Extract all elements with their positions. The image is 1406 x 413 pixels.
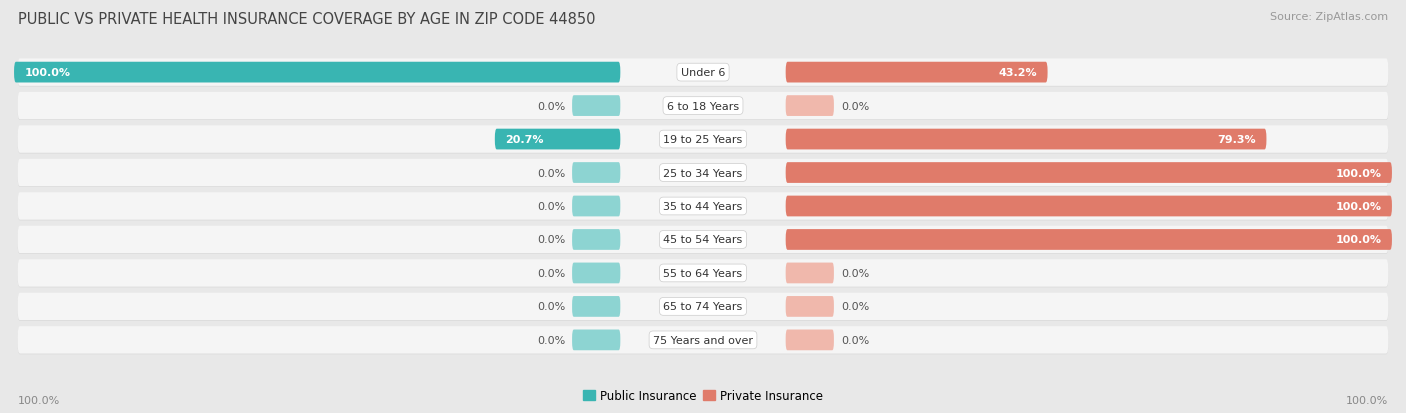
FancyBboxPatch shape	[786, 263, 834, 284]
FancyBboxPatch shape	[17, 59, 1389, 87]
FancyBboxPatch shape	[17, 293, 1389, 320]
Text: 0.0%: 0.0%	[537, 168, 565, 178]
Text: 79.3%: 79.3%	[1218, 135, 1256, 145]
FancyBboxPatch shape	[17, 159, 1389, 187]
Text: 100.0%: 100.0%	[1346, 395, 1388, 405]
FancyBboxPatch shape	[17, 127, 1389, 154]
FancyBboxPatch shape	[786, 196, 1392, 217]
FancyBboxPatch shape	[572, 163, 620, 183]
Text: 65 to 74 Years: 65 to 74 Years	[664, 301, 742, 312]
Text: 100.0%: 100.0%	[1336, 168, 1382, 178]
FancyBboxPatch shape	[572, 330, 620, 350]
FancyBboxPatch shape	[572, 230, 620, 250]
FancyBboxPatch shape	[786, 129, 1267, 150]
FancyBboxPatch shape	[495, 129, 620, 150]
Text: 20.7%: 20.7%	[505, 135, 544, 145]
Text: 0.0%: 0.0%	[537, 235, 565, 245]
FancyBboxPatch shape	[17, 93, 1389, 121]
FancyBboxPatch shape	[786, 96, 834, 117]
FancyBboxPatch shape	[17, 327, 1389, 354]
Legend: Public Insurance, Private Insurance: Public Insurance, Private Insurance	[578, 385, 828, 407]
Text: 0.0%: 0.0%	[537, 268, 565, 278]
Text: 0.0%: 0.0%	[841, 268, 869, 278]
FancyBboxPatch shape	[17, 93, 1389, 120]
FancyBboxPatch shape	[17, 227, 1389, 254]
Text: 45 to 54 Years: 45 to 54 Years	[664, 235, 742, 245]
FancyBboxPatch shape	[17, 326, 1389, 354]
Text: 100.0%: 100.0%	[18, 395, 60, 405]
Text: 100.0%: 100.0%	[24, 68, 70, 78]
Text: Under 6: Under 6	[681, 68, 725, 78]
Text: 0.0%: 0.0%	[841, 335, 869, 345]
FancyBboxPatch shape	[572, 96, 620, 117]
FancyBboxPatch shape	[786, 63, 1047, 83]
Text: 19 to 25 Years: 19 to 25 Years	[664, 135, 742, 145]
Text: Source: ZipAtlas.com: Source: ZipAtlas.com	[1270, 12, 1388, 22]
FancyBboxPatch shape	[14, 63, 620, 83]
FancyBboxPatch shape	[786, 163, 1392, 183]
FancyBboxPatch shape	[17, 260, 1389, 287]
FancyBboxPatch shape	[572, 296, 620, 317]
Text: 75 Years and over: 75 Years and over	[652, 335, 754, 345]
Text: 100.0%: 100.0%	[1336, 235, 1382, 245]
FancyBboxPatch shape	[17, 193, 1389, 221]
Text: 35 to 44 Years: 35 to 44 Years	[664, 202, 742, 211]
FancyBboxPatch shape	[572, 196, 620, 217]
FancyBboxPatch shape	[572, 263, 620, 284]
Text: 25 to 34 Years: 25 to 34 Years	[664, 168, 742, 178]
FancyBboxPatch shape	[17, 60, 1389, 87]
Text: 55 to 64 Years: 55 to 64 Years	[664, 268, 742, 278]
FancyBboxPatch shape	[786, 330, 834, 350]
FancyBboxPatch shape	[17, 226, 1389, 254]
Text: 0.0%: 0.0%	[537, 335, 565, 345]
FancyBboxPatch shape	[17, 160, 1389, 188]
FancyBboxPatch shape	[786, 296, 834, 317]
Text: 0.0%: 0.0%	[537, 101, 565, 112]
FancyBboxPatch shape	[786, 230, 1392, 250]
Text: 6 to 18 Years: 6 to 18 Years	[666, 101, 740, 112]
Text: 0.0%: 0.0%	[537, 202, 565, 211]
FancyBboxPatch shape	[17, 294, 1389, 321]
Text: 0.0%: 0.0%	[537, 301, 565, 312]
FancyBboxPatch shape	[17, 260, 1389, 287]
Text: 100.0%: 100.0%	[1336, 202, 1382, 211]
Text: 0.0%: 0.0%	[841, 301, 869, 312]
FancyBboxPatch shape	[17, 126, 1389, 153]
Text: 0.0%: 0.0%	[841, 101, 869, 112]
Text: PUBLIC VS PRIVATE HEALTH INSURANCE COVERAGE BY AGE IN ZIP CODE 44850: PUBLIC VS PRIVATE HEALTH INSURANCE COVER…	[18, 12, 596, 27]
Text: 43.2%: 43.2%	[998, 68, 1038, 78]
FancyBboxPatch shape	[17, 193, 1389, 220]
